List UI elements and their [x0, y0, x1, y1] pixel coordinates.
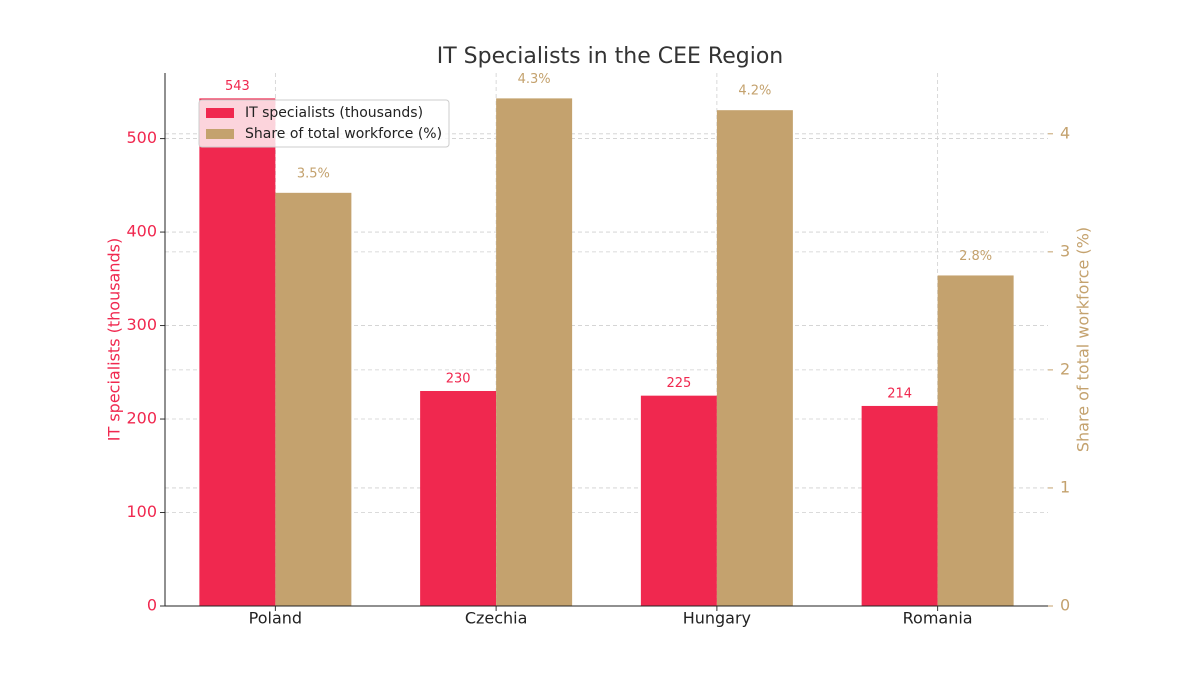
y2-tick-label: 4 [1060, 123, 1070, 142]
y-tick-label: 300 [126, 315, 157, 334]
value-label: 4.3% [518, 72, 551, 87]
chart-title: IT Specialists in the CEE Region [437, 44, 783, 69]
x-tick-label: Romania [903, 609, 973, 628]
bar [496, 98, 573, 606]
x-tick-label: Poland [249, 609, 302, 628]
value-label: 230 [446, 371, 471, 386]
legend-label: IT specialists (thousands) [245, 105, 423, 121]
bar [275, 192, 352, 606]
y2-tick-label: 2 [1060, 359, 1070, 378]
value-label: 2.8% [959, 249, 992, 264]
legend-label: Share of total workforce (%) [245, 126, 442, 142]
legend-swatch [206, 108, 234, 118]
value-label: 225 [666, 376, 691, 391]
bar [199, 98, 276, 606]
legend-swatch [206, 129, 234, 139]
bar [716, 110, 793, 607]
y-tick-label: 100 [126, 502, 157, 521]
y2-tick-label: 3 [1060, 241, 1070, 260]
y-tick-label: 200 [126, 409, 157, 428]
bar [861, 405, 938, 606]
value-label: 3.5% [297, 166, 330, 181]
y2-tick-label: 1 [1060, 477, 1070, 496]
y2-axis-label: Share of total workforce (%) [1074, 227, 1093, 452]
value-label: 4.2% [738, 84, 771, 99]
x-tick-label: Hungary [683, 609, 751, 628]
bar [937, 275, 1014, 606]
x-tick-label: Czechia [465, 609, 528, 628]
y-tick-label: 500 [126, 128, 157, 147]
value-label: 214 [887, 386, 912, 401]
value-label: 543 [225, 79, 250, 94]
legend-box [198, 99, 450, 148]
y2-tick-label: 0 [1060, 596, 1070, 615]
y-tick-label: 0 [147, 596, 157, 615]
bar [640, 395, 717, 606]
y-tick-label: 400 [126, 222, 157, 241]
bar [420, 390, 497, 606]
y-axis-label: IT specialists (thousands) [105, 238, 124, 441]
